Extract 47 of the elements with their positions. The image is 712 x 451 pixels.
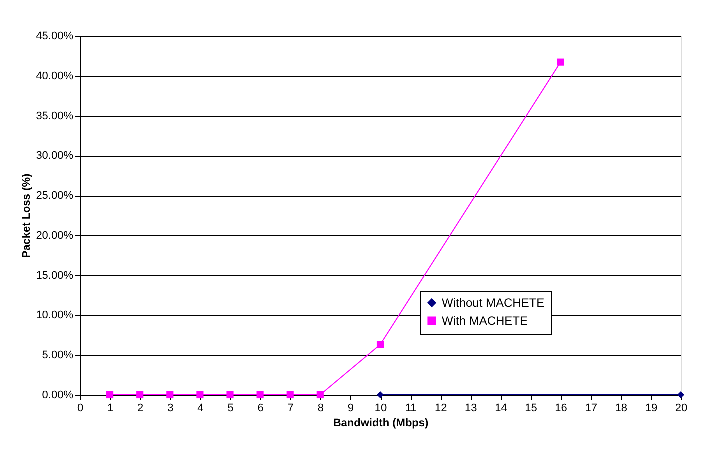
- x-tick-label: 3: [168, 402, 174, 414]
- x-tick-label: 18: [615, 402, 628, 414]
- point: [106, 391, 114, 399]
- x-tick-label: 15: [525, 402, 538, 414]
- x-tick-label: 5: [228, 402, 234, 414]
- x-tick-label: 0: [77, 402, 84, 414]
- point: [136, 391, 144, 399]
- y-tick-label: 10.00%: [36, 310, 74, 322]
- x-tick-label: 8: [318, 402, 324, 414]
- y-axis-title: Packet Loss (%): [21, 173, 34, 258]
- x-tick-label: 9: [348, 402, 354, 414]
- point: [376, 341, 384, 348]
- y-tick-label: 45.00%: [36, 30, 74, 42]
- point: [376, 391, 384, 399]
- legend-label: Without MACHETE: [442, 296, 545, 310]
- point: [196, 391, 204, 399]
- y-tick-label: 40.00%: [36, 70, 74, 82]
- point: [557, 58, 564, 66]
- x-tick-label: 6: [258, 402, 264, 414]
- y-tick-label: 35.00%: [36, 110, 74, 122]
- x-tick-label: 19: [645, 402, 658, 414]
- x-tick-label: 7: [288, 402, 294, 414]
- y-tick-label: 20.00%: [36, 230, 74, 242]
- x-tick-label: 16: [555, 402, 568, 414]
- x-tick-label: 12: [434, 402, 448, 414]
- x-tick-label: 13: [465, 402, 478, 414]
- x-tick-label: 1: [107, 402, 114, 414]
- x-tick-label: 17: [585, 402, 598, 414]
- x-tick-label: 4: [198, 402, 204, 414]
- legend-label: With MACHETE: [442, 314, 528, 328]
- y-tick-label: 30.00%: [36, 150, 74, 162]
- y-tick-label: 15.00%: [36, 270, 74, 282]
- y-tick-label: 25.00%: [36, 190, 74, 202]
- x-tick-label: 14: [495, 402, 508, 414]
- point: [256, 391, 264, 399]
- x-tick-label: 10: [374, 402, 388, 414]
- point: [316, 391, 324, 399]
- point: [226, 391, 234, 399]
- x-tick-label: 20: [675, 402, 688, 414]
- point: [677, 391, 685, 399]
- x-tick-label: 2: [138, 402, 144, 414]
- y-tick-label: 5.00%: [42, 350, 74, 362]
- point: [166, 391, 174, 399]
- x-tick-label: 11: [405, 402, 417, 414]
- x-axis-title: Bandwidth (Mbps): [333, 418, 429, 430]
- y-tick-label: 0.00%: [42, 390, 74, 402]
- point: [286, 391, 294, 399]
